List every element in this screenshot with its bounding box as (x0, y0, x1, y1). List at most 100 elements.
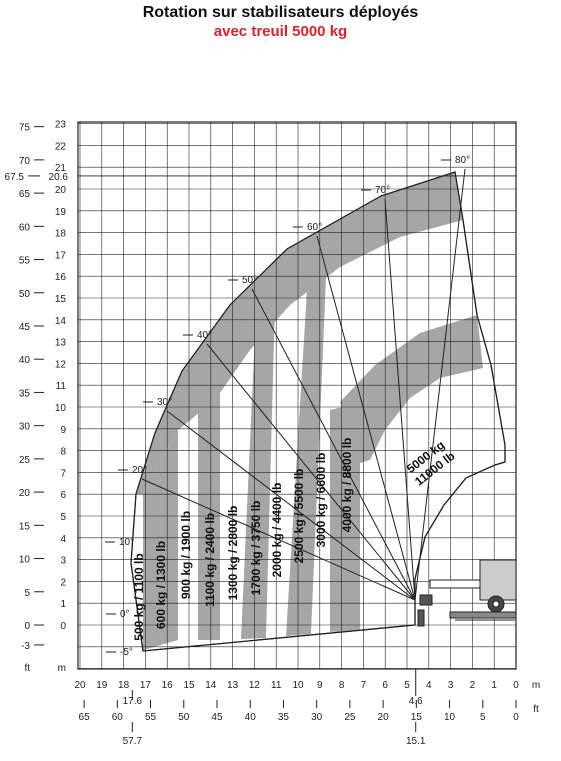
x-tick-ft: 5 (480, 712, 486, 723)
y-tick-m: 22 (55, 141, 67, 152)
angle-ray (384, 198, 416, 601)
load-zone-label: 1700 kg / 3750 lb (249, 501, 263, 596)
angle-label: 70° (375, 185, 390, 196)
angle-label: 80° (455, 155, 470, 166)
max-reach-ft: 57.7 (123, 736, 143, 747)
x-tick-m: 3 (448, 680, 454, 691)
y-tick-ft: 30 (19, 422, 31, 433)
x-tick-ft: 35 (278, 712, 290, 723)
load-zone-label: 900 kg / 1900 lb (179, 511, 193, 599)
y-tick-m: 4 (60, 534, 66, 545)
angle-label: 10° (119, 537, 134, 548)
y-tick-m: 15 (55, 294, 67, 305)
y-tick-ft: 70 (19, 156, 31, 167)
y-tick-m: 17 (55, 250, 67, 261)
y-tick-m: 13 (55, 338, 67, 349)
y-tick-m: 1 (60, 599, 66, 610)
x-tick-ft: 30 (311, 712, 323, 723)
y-tick-ft: 50 (19, 289, 31, 300)
x-tick-m: 14 (205, 680, 217, 691)
x-tick-m: 0 (513, 680, 519, 691)
angle-label: 40° (197, 330, 212, 341)
y-axis-ft-label: ft (24, 663, 30, 674)
load-zone-label: 500 kg / 1100 lb (132, 553, 146, 640)
y-tick-m: 6 (60, 490, 66, 501)
x-tick-ft: 0 (513, 712, 519, 723)
y-tick-ft: 35 (19, 388, 31, 399)
y-tick-m: 23 (55, 120, 67, 131)
y-tick-ft: 40 (19, 355, 31, 366)
x-tick-ft: 50 (178, 712, 190, 723)
x-tick-m: 20 (74, 680, 86, 691)
x-tick-m: 7 (361, 680, 367, 691)
y-tick-m: 11 (56, 381, 67, 392)
load-zone-label: 1100 kg / 2400 lb (203, 513, 217, 607)
axes: 01234567891011121314151617181920212223-3… (5, 120, 541, 747)
y-tick-m: 2 (60, 577, 66, 588)
y-tick-m: 14 (55, 316, 67, 327)
load-band-2500 (286, 230, 328, 636)
x-tick-ft: 25 (344, 712, 356, 723)
x-tick-ft: 40 (245, 712, 257, 723)
x-tick-m: 1 (491, 680, 497, 691)
y-tick-m: 3 (60, 556, 66, 567)
x-tick-ft: 45 (211, 712, 223, 723)
angle-label: 50° (242, 275, 257, 286)
y-tick-m: 20 (55, 185, 67, 196)
x-tick-m: 2 (470, 680, 476, 691)
x-tick-m: 5 (404, 680, 410, 691)
y-tick-m: 7 (60, 468, 66, 479)
y-tick-ft: -3 (21, 641, 30, 652)
load-band-500-600 (143, 430, 178, 650)
x-tick-m: 11 (271, 680, 282, 691)
angle-ray (141, 478, 416, 601)
x-tick-ft: 55 (145, 712, 157, 723)
x-tick-m: 12 (249, 680, 261, 691)
y-tick-ft: 60 (19, 222, 31, 233)
angle-ray (251, 288, 416, 601)
x-tick-m: 18 (118, 680, 130, 691)
y-tick-m: 19 (55, 207, 67, 218)
x-tick-m: 13 (227, 680, 239, 691)
max-reach-m: 17.6 (123, 696, 143, 707)
y-tick-m: 10 (55, 403, 67, 414)
telehandler-icon (417, 559, 517, 627)
angle-label: 0° (120, 609, 130, 620)
x-tick-m: 4 (426, 680, 432, 691)
angle-rays (141, 168, 466, 601)
load-band-5000 (340, 315, 483, 463)
x-tick-m: 16 (162, 680, 174, 691)
load-band-outer-arc (136, 172, 463, 494)
x-tick-ft: 60 (112, 712, 124, 723)
x-tick-ft: 15 (411, 712, 423, 723)
x-tick-m: 9 (317, 680, 323, 691)
chart-title: Rotation sur stabilisateurs déployés (142, 4, 419, 21)
y-tick-m: 5 (60, 512, 66, 523)
y-tick-ft: 25 (19, 455, 31, 466)
x-tick-m: 19 (96, 680, 108, 691)
min-reach-m: 4.6 (409, 696, 423, 707)
load-band-1700 (241, 264, 276, 639)
angle-ray (316, 235, 416, 601)
angle-ray (206, 343, 416, 601)
y-tick-m: 8 (60, 447, 66, 458)
load-zone-label: 1300 kg / 2800 lb (226, 506, 240, 601)
angle-label: 60° (307, 222, 322, 233)
y-tick-ft: 20 (19, 488, 31, 499)
y-tick-ft: 15 (19, 521, 31, 532)
x-tick-ft: 10 (444, 712, 456, 723)
y-tick-m: 12 (55, 359, 67, 370)
envelope-border (130, 171, 506, 652)
y-tick-m: 18 (55, 229, 67, 240)
y-tick-ft: 65 (19, 189, 31, 200)
x-tick-ft: 20 (378, 712, 390, 723)
load-zone-label: 4000 kg / 8800 lb (340, 438, 354, 533)
y-tick-m: 21 (55, 163, 67, 174)
max-height-ft: 67.5 (5, 172, 25, 183)
plot-frame (77, 121, 517, 670)
angle-ray (414, 168, 466, 601)
x-tick-m: 15 (183, 680, 195, 691)
y-tick-ft: 55 (19, 256, 31, 267)
y-tick-ft: 0 (24, 621, 30, 632)
